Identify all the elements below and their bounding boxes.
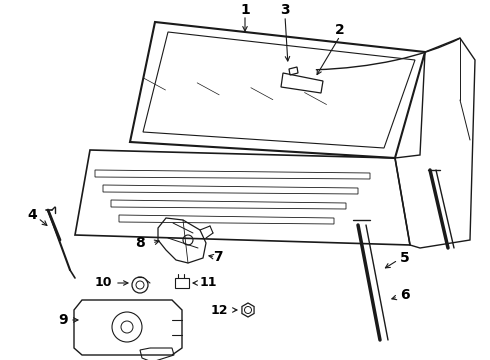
Text: 11: 11 <box>200 276 218 289</box>
Text: 7: 7 <box>213 250 223 264</box>
Text: 12: 12 <box>211 303 228 316</box>
Text: 6: 6 <box>400 288 410 302</box>
Text: 5: 5 <box>400 251 410 265</box>
Text: 9: 9 <box>58 313 68 327</box>
Text: 8: 8 <box>135 236 145 250</box>
Text: 3: 3 <box>280 3 290 17</box>
Text: 10: 10 <box>95 276 112 289</box>
Text: 4: 4 <box>27 208 37 222</box>
Text: 1: 1 <box>240 3 250 17</box>
Text: 2: 2 <box>335 23 345 37</box>
